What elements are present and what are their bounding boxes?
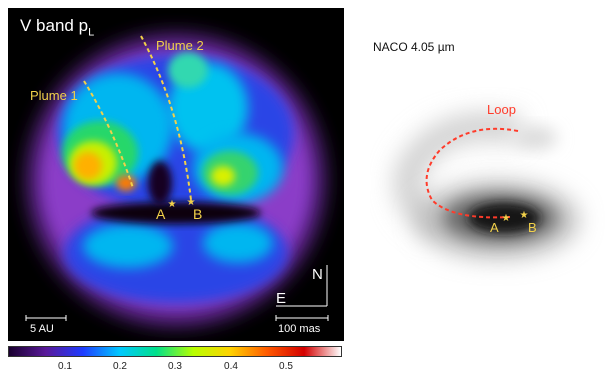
plume2-label: Plume 2 [156,38,204,53]
loop-line [425,127,519,219]
star-b-marker: ★ [187,197,196,208]
naco-image: ★ ★ NACO 4.05 µm Loop A B [370,20,605,350]
cyan-region-bottom-left [83,224,173,268]
v-band-polarization-image: ★ ★ V band pL Plume 1 Plume 2 A B N E 5 … [8,8,344,341]
panel-title-subscript: L [88,26,95,39]
colorbar [8,346,342,357]
north-label: N [312,266,323,283]
star-a-label: A [156,206,166,222]
naco-star-a-marker: ★ [502,213,511,224]
east-label: E [276,290,287,307]
orange-hotspot-2 [116,175,136,191]
loop-emission [394,112,523,238]
cyan-region-bottom-right [203,223,273,263]
naco-title: NACO 4.05 µm [373,40,455,54]
yellow-region-right [211,166,235,186]
scale-mas-label: 100 mas [278,323,321,335]
colorbar-tick: 0.1 [58,361,72,372]
star-a-marker: ★ [168,199,177,210]
naco-map-svg: ★ ★ [370,20,605,350]
naco-star-a-label: A [490,220,499,235]
colorbar-tick: 0.4 [224,361,238,372]
orange-hotspot-1 [74,152,102,180]
colorbar-tick: 0.3 [168,361,182,372]
loop-tip-emission [513,126,557,150]
colorbar-tick: 0.2 [113,361,127,372]
colorbar-tick: 0.5 [279,361,293,372]
panel-title-main: V band p [20,16,89,35]
star-b-label: B [193,206,203,222]
green-region-top [168,52,208,88]
dark-lane [91,202,261,224]
scale-au-label: 5 AU [30,323,54,335]
plume2-line [140,35,192,201]
plume1-line [83,80,134,189]
v-band-map-svg: ★ ★ [8,8,344,341]
panel-title: V band pL [20,16,94,38]
loop-label: Loop [487,102,516,117]
naco-star-b-label: B [528,220,537,235]
naco-star-b-marker: ★ [520,210,529,221]
plume1-label: Plume 1 [30,88,78,103]
dark-cavity [148,161,172,205]
